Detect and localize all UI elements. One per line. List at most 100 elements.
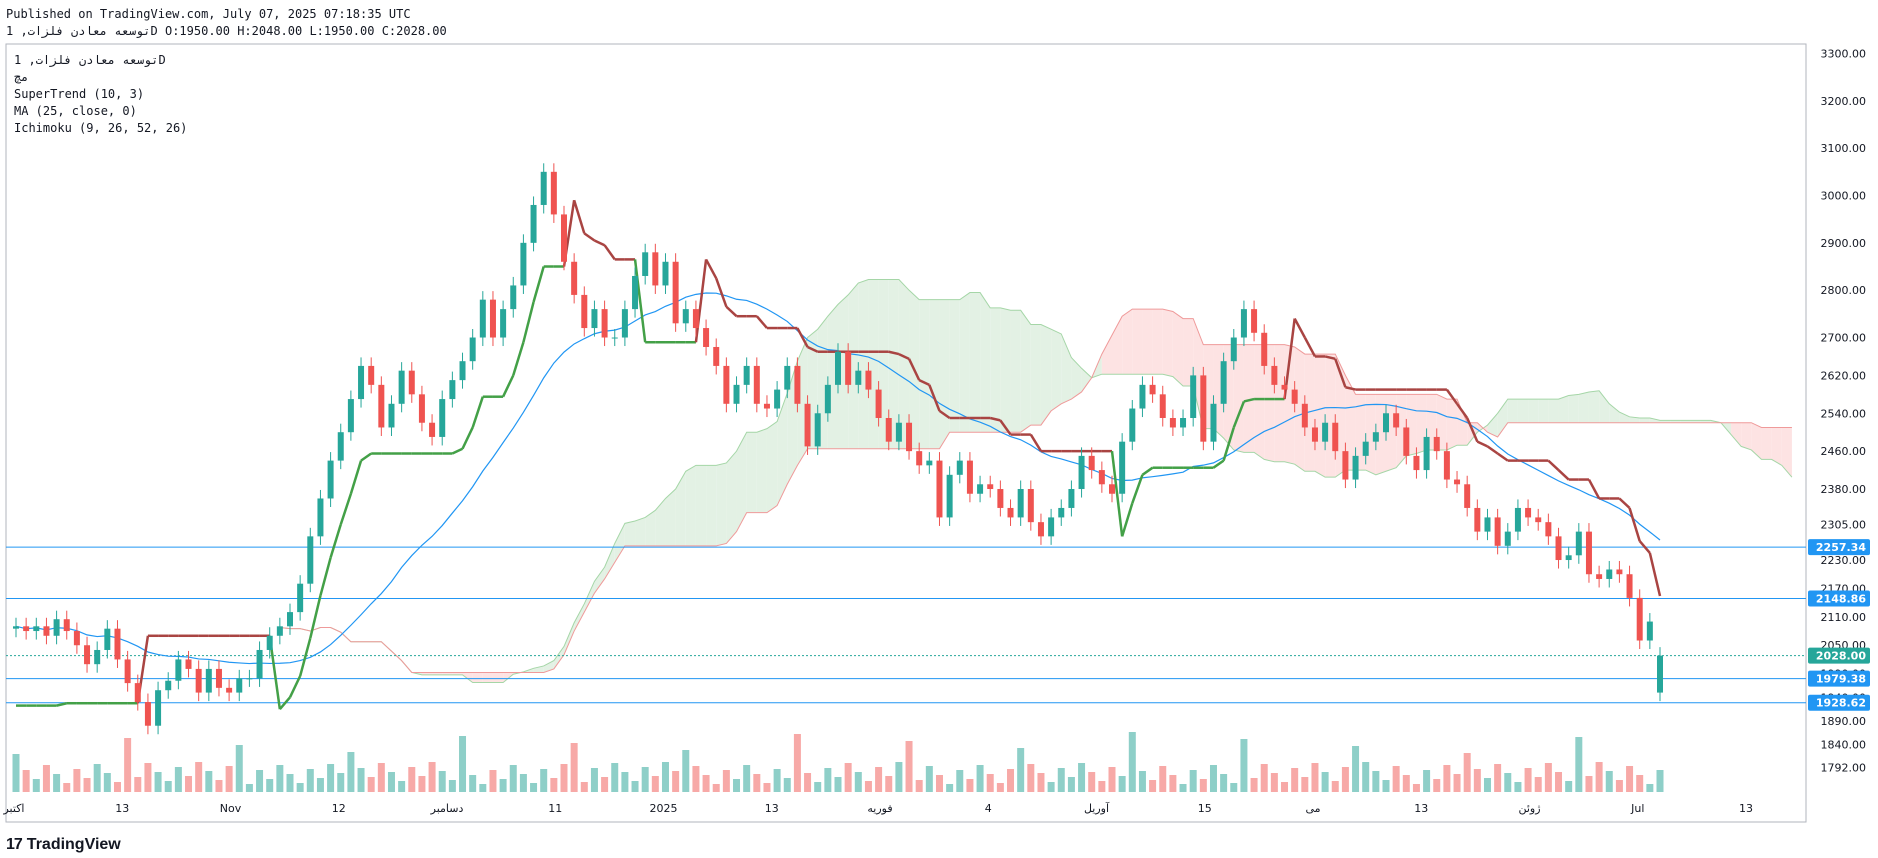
- candle-body: [642, 252, 649, 276]
- supertrend-segment: [572, 199, 586, 234]
- supertrend-segment: [471, 396, 485, 428]
- candle-body: [723, 365, 730, 404]
- volume-bar: [235, 745, 243, 792]
- volume-bar: [793, 734, 801, 792]
- candle-body: [1636, 597, 1643, 641]
- volume-bar: [1585, 776, 1593, 792]
- candle-body: [489, 299, 496, 338]
- legend-supertrend[interactable]: SuperTrend (10, 3): [14, 87, 145, 101]
- candle-body: [317, 498, 324, 537]
- volume-bar: [1473, 769, 1481, 792]
- volume-bar: [337, 773, 345, 792]
- candle-body: [1200, 375, 1207, 442]
- volume-bar: [1412, 784, 1420, 792]
- volume-bar: [753, 774, 761, 792]
- price-tick-label: 2305.00: [1821, 519, 1867, 532]
- published-line: Published on TradingView.com, July 07, 2…: [6, 7, 411, 21]
- candle-body: [1413, 455, 1420, 471]
- supertrend-segment: [1303, 336, 1317, 358]
- volume-bar: [357, 768, 365, 792]
- price-tag-box: [1808, 670, 1870, 687]
- cloud-segment: [432, 672, 443, 675]
- volume-bar: [306, 769, 314, 792]
- supertrend-segment: [1345, 386, 1356, 391]
- supertrend-segment: [928, 384, 941, 412]
- candle-body: [1454, 479, 1461, 485]
- cloud-segment: [1629, 416, 1640, 423]
- price-axis: 3300.00 3200.00 3100.00 3000.00 2900.00 2800.…: [1821, 47, 1867, 774]
- candle-body: [155, 690, 162, 726]
- candle-body: [195, 668, 202, 693]
- candle-body: [337, 432, 344, 461]
- volume-bar: [1423, 770, 1431, 792]
- candle-body: [520, 242, 527, 286]
- price-tick-label: 3200.00: [1821, 95, 1867, 108]
- cloud-segment: [1101, 335, 1112, 375]
- volume-bar: [1007, 769, 1015, 792]
- volume-bar: [804, 773, 812, 792]
- legend-ma[interactable]: MA (25, close, 0): [14, 104, 137, 118]
- candle-body: [1362, 441, 1369, 456]
- volume-bar: [377, 763, 385, 792]
- price-tick-label: 1890.00: [1821, 715, 1867, 728]
- volume-bar: [1209, 765, 1217, 792]
- candle-body: [276, 626, 283, 636]
- time-tick-label: اکتبر: [2, 802, 24, 815]
- candle-body: [510, 285, 517, 310]
- volume-bar: [560, 764, 568, 792]
- cloud-segment: [1172, 311, 1184, 387]
- volume-bar: [1626, 766, 1634, 792]
- cloud-segment: [1639, 418, 1650, 423]
- volume-bar: [509, 765, 517, 792]
- candle-body: [1240, 309, 1247, 338]
- price-tag-label: 1928.62: [1816, 697, 1866, 710]
- candle-body: [500, 309, 507, 338]
- cloud-segment: [584, 581, 595, 613]
- volume-bar: [661, 762, 669, 792]
- supertrend-segment: [532, 266, 545, 303]
- cloud-segment: [685, 465, 696, 546]
- volume-bar: [489, 770, 497, 792]
- volume-bar: [1057, 768, 1065, 792]
- volume-bar: [1250, 778, 1258, 792]
- chart-frame: [5, 43, 1807, 823]
- candle-body: [1565, 555, 1572, 561]
- volume-bar: [540, 769, 548, 792]
- candle-body: [814, 413, 821, 447]
- supertrend-segment: [694, 259, 708, 343]
- price-tag-box: [1808, 539, 1870, 556]
- candle-body: [1393, 413, 1400, 428]
- candle-body: [1119, 441, 1126, 494]
- candle-body: [1088, 455, 1095, 471]
- cloud-segment: [939, 299, 950, 449]
- ichimoku-span-b: [279, 308, 1792, 673]
- candle-body: [1098, 470, 1105, 485]
- supertrend-segment: [907, 358, 921, 381]
- price-tick-label: 2800.00: [1821, 284, 1867, 297]
- volume-bar: [1260, 764, 1268, 792]
- candle-body: [84, 645, 91, 665]
- volume-bar: [763, 783, 771, 792]
- volume-bar: [956, 770, 964, 792]
- cloud-segment: [1243, 344, 1255, 453]
- legend-ichimoku[interactable]: Ichimoku (9, 26, 52, 26): [14, 121, 188, 135]
- candle-body: [256, 649, 263, 679]
- supertrend-segment: [1456, 403, 1469, 419]
- volume-bar: [986, 774, 994, 792]
- cloud-segment: [1497, 399, 1508, 437]
- candle-body: [175, 659, 182, 681]
- cloud-segment: [1568, 394, 1579, 423]
- volume-bar: [296, 783, 304, 792]
- supertrend-segment: [278, 696, 291, 710]
- cloud-segment: [959, 292, 970, 433]
- supertrend-segment: [1131, 474, 1144, 504]
- volume-bar: [570, 743, 578, 792]
- volume-bar: [1352, 746, 1360, 792]
- price-tick-label: 2230.00: [1821, 554, 1867, 567]
- volume-bar: [1088, 772, 1096, 792]
- supertrend-segment: [339, 493, 353, 525]
- supertrend-segment: [633, 259, 647, 343]
- candle-body: [1433, 436, 1440, 452]
- volume-bar: [631, 781, 639, 792]
